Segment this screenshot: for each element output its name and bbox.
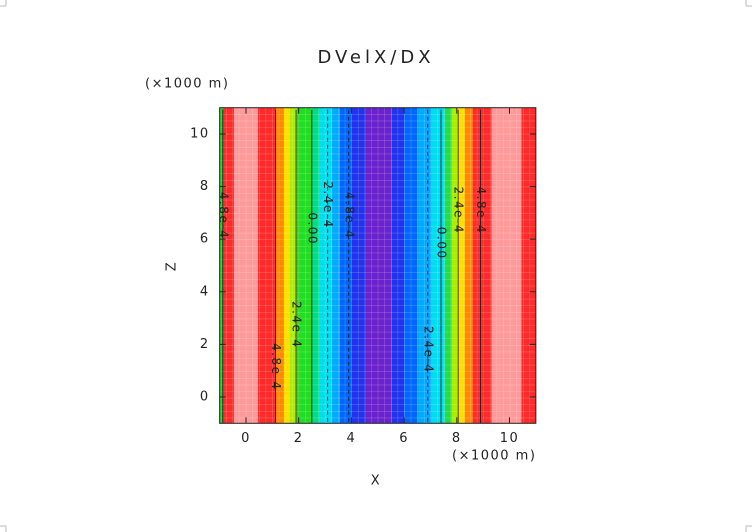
y-tick-label: 8 — [200, 179, 210, 194]
y-tick-label: 10 — [190, 127, 210, 142]
contour-label: 4.8e-4 — [216, 192, 230, 239]
y-tick-label: 6 — [200, 232, 210, 247]
color-band — [472, 107, 492, 424]
color-band — [234, 107, 258, 424]
x-tick-label: 10 — [500, 431, 520, 446]
contour-label: 4.8e-4 — [269, 343, 283, 390]
color-band — [339, 107, 352, 424]
contour-label: 4.8e-4 — [474, 187, 488, 234]
color-band — [257, 107, 277, 424]
color-band — [219, 107, 224, 424]
color-band — [404, 107, 418, 424]
color-band — [290, 107, 297, 424]
color-band — [464, 107, 473, 424]
contour-label: 2.4e-4 — [321, 181, 335, 228]
contour-label: 4.8e-4 — [342, 192, 356, 239]
y-tick-label: 2 — [200, 337, 210, 352]
x-axis-label: X — [371, 474, 381, 489]
color-band — [319, 107, 332, 424]
x-tick-label: 4 — [347, 431, 357, 446]
color-band — [331, 107, 340, 424]
contour-label: 0.00 — [305, 212, 319, 245]
y-unit-label: (×1000 m) — [145, 77, 229, 92]
color-band — [296, 107, 312, 424]
y-axis-label: Z — [165, 261, 180, 271]
color-band — [283, 107, 291, 424]
x-tick-label: 2 — [294, 431, 304, 446]
color-band — [457, 107, 465, 424]
contour-label: 0.00 — [434, 227, 448, 260]
color-band — [311, 107, 320, 424]
contour-label: 2.4e-4 — [421, 326, 435, 373]
color-band — [276, 107, 284, 424]
x-unit-label: (×1000 m) — [452, 449, 536, 464]
color-band — [365, 107, 392, 424]
color-band — [491, 107, 522, 424]
x-tick-label: 0 — [241, 431, 251, 446]
color-band — [431, 107, 445, 424]
x-tick-label: 8 — [452, 431, 462, 446]
contour-label: 2.4e-4 — [452, 187, 466, 234]
y-tick-label: 0 — [200, 390, 210, 405]
plot-frame — [219, 107, 537, 424]
color-band — [391, 107, 405, 424]
color-band — [451, 107, 458, 424]
chart-title: DVelX/DX — [317, 47, 434, 68]
y-tick-label: 4 — [200, 284, 210, 299]
color-band — [223, 107, 235, 424]
color-band — [444, 107, 452, 424]
contour-label: 2.4e-4 — [290, 301, 304, 348]
x-tick-label: 6 — [399, 431, 409, 446]
color-band — [351, 107, 366, 424]
color-band — [417, 107, 432, 424]
